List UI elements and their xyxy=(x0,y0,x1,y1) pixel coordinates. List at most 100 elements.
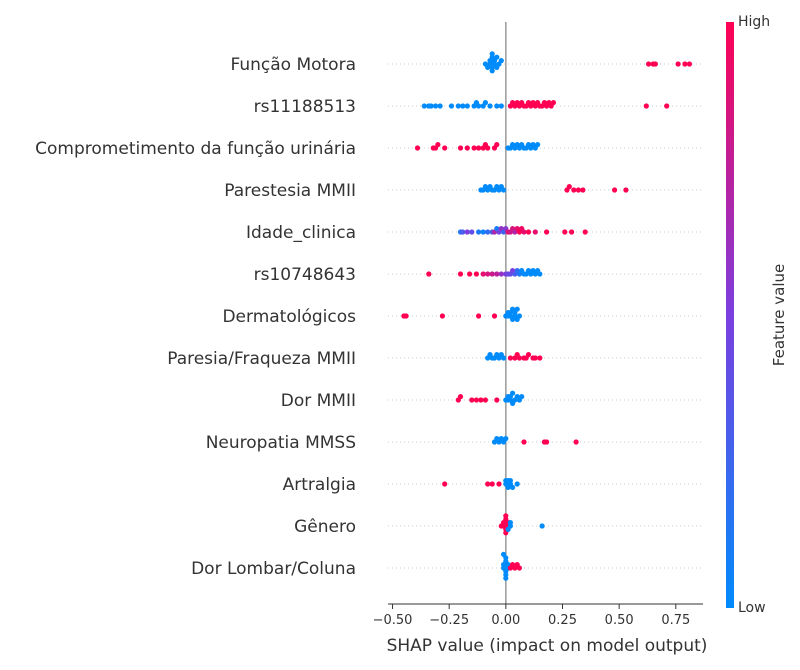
shap-point xyxy=(478,397,484,403)
shap-point xyxy=(485,271,491,277)
shap-point xyxy=(496,481,502,487)
shap-point xyxy=(623,187,629,193)
shap-point xyxy=(442,481,448,487)
shap-point xyxy=(646,61,652,67)
shap-point xyxy=(494,54,500,60)
shap-point xyxy=(494,103,500,109)
shap-point xyxy=(525,229,532,235)
shap-point xyxy=(489,271,495,277)
data-points xyxy=(401,51,693,581)
shap-point xyxy=(507,355,513,361)
feature-label: Artralgia xyxy=(283,475,356,495)
shap-point xyxy=(498,103,504,109)
shap-point xyxy=(498,58,504,64)
shap-point xyxy=(473,271,479,277)
shap-point xyxy=(473,397,479,403)
x-tick-label: 0.75 xyxy=(661,613,690,628)
shap-point xyxy=(448,103,455,109)
feature-label: rs10748643 xyxy=(254,265,356,285)
feature-label: Neuropatia MMSS xyxy=(206,433,356,453)
shap-point xyxy=(494,142,500,148)
shap-point xyxy=(489,68,495,74)
shap-point xyxy=(544,229,550,235)
feature-label: Dor Lombar/Coluna xyxy=(191,559,356,579)
shap-point xyxy=(469,229,475,235)
shap-point xyxy=(516,355,523,361)
feature-label: Paresia/Fraqueza MMII xyxy=(167,349,356,369)
shap-point xyxy=(514,306,520,312)
shap-point xyxy=(525,352,532,358)
shap-point xyxy=(686,61,693,67)
shap-point xyxy=(476,229,482,235)
x-tick-label: 0.50 xyxy=(605,613,634,628)
shap-point xyxy=(519,394,525,400)
shap-point xyxy=(455,103,461,109)
shap-point xyxy=(421,103,427,109)
shap-point xyxy=(494,271,500,277)
shap-point xyxy=(682,61,688,67)
colorbar-high-label: High xyxy=(738,14,770,30)
shap-point xyxy=(464,103,470,109)
shap-point xyxy=(521,229,527,235)
shap-point xyxy=(487,58,493,64)
feature-label: Dor MMII xyxy=(281,391,356,411)
shap-point xyxy=(469,397,475,403)
shap-point xyxy=(537,355,543,361)
x-tick-label: −0.50 xyxy=(373,613,413,628)
shap-point xyxy=(569,229,575,235)
shap-point xyxy=(582,229,588,235)
shap-point xyxy=(480,229,486,235)
feature-rows: Função Motora rs11188513 Comprometimento d… xyxy=(35,55,703,579)
shap-point xyxy=(426,271,432,277)
shap-point xyxy=(573,439,579,445)
shap-point xyxy=(643,103,649,109)
shap-point xyxy=(580,187,586,193)
shap-point xyxy=(457,145,464,151)
shap-point xyxy=(460,103,466,109)
x-tick-label: −0.25 xyxy=(429,613,469,628)
shap-point xyxy=(491,313,498,319)
shap-point xyxy=(521,439,527,445)
shap-point xyxy=(503,436,509,442)
shap-point xyxy=(562,229,568,235)
shap-point xyxy=(460,229,466,235)
shap-point xyxy=(485,481,491,487)
x-axis-title: SHAP value (impact on model output) xyxy=(387,636,708,656)
shap-point xyxy=(566,184,572,190)
shap-point xyxy=(435,142,441,148)
shap-point xyxy=(476,103,482,109)
shap-point xyxy=(532,229,538,235)
shap-point xyxy=(457,394,464,400)
shap-point xyxy=(550,100,557,106)
shap-point xyxy=(471,145,477,151)
shap-point xyxy=(575,187,582,193)
shap-point xyxy=(433,103,439,109)
shap-point xyxy=(467,271,473,277)
shap-point xyxy=(487,103,493,109)
x-axis: −0.50 −0.25 0.00 0.25 0.50 0.75 xyxy=(373,603,703,628)
shap-point xyxy=(501,355,507,361)
shap-point xyxy=(428,103,434,109)
shap-point xyxy=(437,103,443,109)
shap-point xyxy=(501,551,507,558)
shap-point xyxy=(507,478,513,484)
shap-point xyxy=(503,575,509,581)
shap-point xyxy=(652,61,659,67)
shap-point xyxy=(664,103,670,109)
feature-label: Parestesia MMII xyxy=(224,181,356,201)
colorbar-gradient xyxy=(726,22,734,608)
shap-point xyxy=(439,313,445,319)
shap-point xyxy=(403,313,409,319)
feature-label: rs11188513 xyxy=(254,97,356,117)
shap-point xyxy=(503,513,509,519)
shap-point xyxy=(480,271,486,277)
x-tick-label: 0.00 xyxy=(491,613,520,628)
shap-point xyxy=(509,390,516,396)
shap-point xyxy=(482,397,488,403)
shap-point xyxy=(482,61,488,67)
shap-point xyxy=(494,397,500,403)
shap-point xyxy=(507,520,513,526)
feature-label: Gênero xyxy=(294,517,356,537)
feature-label: Dermatológicos xyxy=(222,307,356,327)
